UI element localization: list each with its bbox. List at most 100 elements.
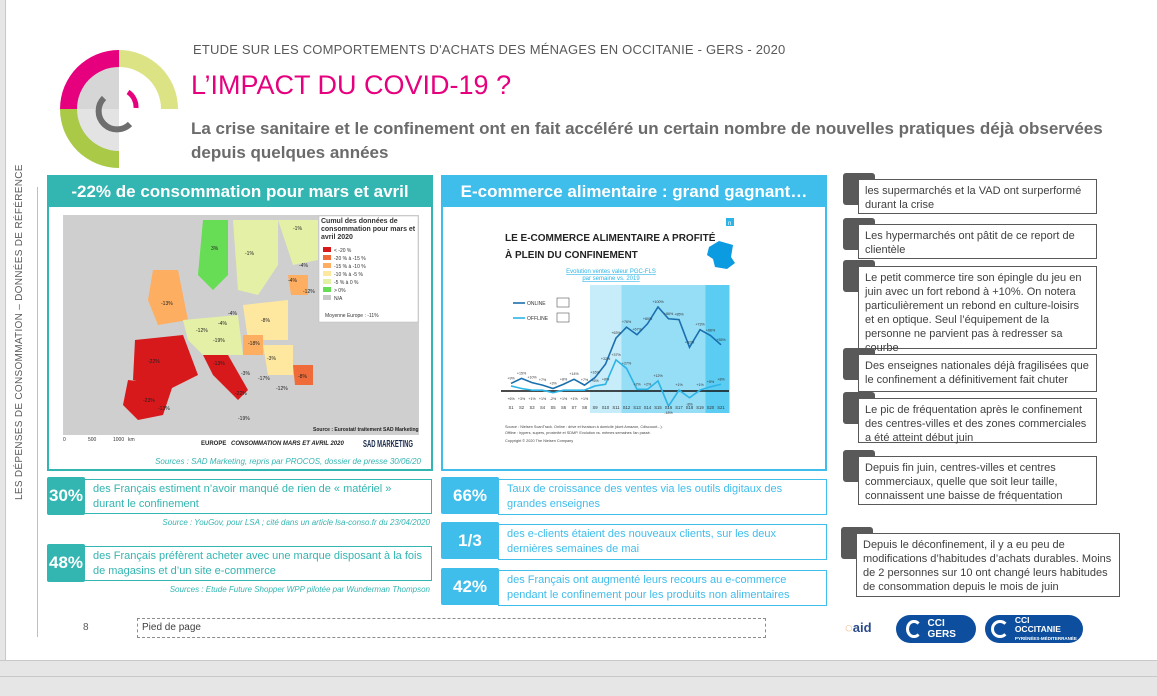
x-tick-label: S8	[582, 405, 588, 410]
map-value-label: -3%	[267, 356, 276, 362]
page-title: L’IMPACT DU COVID-19 ?	[191, 70, 512, 100]
map-value-label: -8%	[261, 318, 270, 324]
data-label: +16%	[590, 371, 600, 375]
x-tick-label: S10	[602, 405, 610, 410]
slide-edge	[0, 0, 6, 660]
cci-icon	[991, 620, 1009, 638]
note-box: Le pic de fréquentation après le confine…	[858, 398, 1097, 444]
cci-occitanie-sub: PYRÉNÉES-MÉDITERRANÉE	[1014, 635, 1077, 641]
legend-label: ONLINE	[527, 301, 546, 307]
data-label: +55%	[716, 338, 726, 342]
band-dark	[705, 285, 730, 413]
legend-label: -20 % à -15 %	[334, 256, 366, 262]
map-value-label: -19%	[213, 338, 225, 344]
legend-label: -10 % à -5 %	[334, 272, 363, 278]
data-label: +52%	[685, 340, 695, 344]
data-label: +73%	[695, 323, 705, 327]
chart-title: LE E-COMMERCE ALIMENTAIRE A PROFITÉ	[505, 231, 716, 244]
data-label: -2%	[550, 397, 557, 401]
map-value-label: -4%	[299, 263, 308, 269]
cart-icon	[556, 312, 570, 323]
chart-title-line2: À PLEIN DU CONFINEMENT	[505, 248, 638, 261]
stat-value: 1/3	[441, 522, 499, 559]
ecommerce-chart: LE E-COMMERCE ALIMENTAIRE A PROFITÉ À PLE…	[499, 215, 749, 455]
computer-cart-icon	[556, 297, 570, 308]
series-line-offline	[510, 358, 722, 408]
footer-placeholder[interactable]: Pied de page	[137, 618, 766, 638]
nielsen-logo-text: n	[728, 221, 731, 227]
chart-source-2: Offline : hypers, supers, proximité et S…	[505, 431, 651, 435]
data-label: +1%	[528, 397, 536, 401]
map-value-label: -4%	[218, 321, 227, 327]
france-map-icon	[707, 241, 735, 269]
aid-logo: ◌aid	[845, 620, 872, 635]
series-line-online	[510, 305, 722, 390]
map-scale-500: 500	[88, 437, 97, 443]
legend-label: < -20 %	[334, 248, 352, 254]
map-source: Source : Eurostat/ traitement SAD Market…	[313, 427, 419, 433]
legend-swatch	[323, 279, 331, 284]
data-label: +15%	[517, 371, 527, 375]
map-value-label: -12%	[303, 289, 315, 295]
map-value-label: -1%	[293, 226, 302, 232]
legend-label: -15 % à -10 %	[334, 264, 366, 270]
stat-value: 42%	[441, 568, 499, 605]
note-box: Le petit commerce tire son épingle du je…	[858, 266, 1097, 354]
data-label: +14%	[569, 372, 579, 376]
x-tick-label: S13	[633, 405, 641, 410]
x-tick-label: S18	[686, 405, 694, 410]
data-label: +3%	[549, 381, 557, 385]
map-value-label: 3%	[211, 246, 219, 252]
stat-text: Taux de croissance des ventes via les ou…	[498, 479, 827, 515]
x-tick-label: S3	[529, 405, 535, 410]
map-value-label: -19%	[238, 416, 250, 422]
map-value-label: -4%	[288, 278, 297, 284]
map-scale-unit: km	[128, 437, 135, 443]
map-value-label: -4%	[228, 311, 237, 317]
stat-value: 30%	[47, 477, 85, 515]
stat-text: des e-clients étaient des nouveaux clien…	[498, 524, 827, 560]
sad-logo: SAD MARKETING	[363, 439, 413, 450]
legend-swatch	[323, 295, 331, 300]
x-tick-label: S19	[696, 405, 704, 410]
page-number: 8	[83, 622, 89, 633]
stat-value: 48%	[47, 544, 85, 582]
chart-source: Source : Nielsen ScanTrack. Online : dri…	[505, 425, 663, 429]
cci-gers-text: CCI GERS	[927, 618, 956, 640]
data-label: +2%	[633, 382, 641, 386]
data-label: +1%	[560, 397, 568, 401]
logo-icon	[60, 50, 178, 168]
note-box: Depuis fin juin, centres-villes et centr…	[858, 456, 1097, 505]
data-label: +86%	[664, 312, 674, 316]
x-tick-label: S5	[550, 405, 556, 410]
divider	[0, 676, 1157, 677]
data-label: +27%	[622, 361, 632, 365]
data-label: +63%	[611, 331, 621, 335]
data-label: +1%	[675, 383, 683, 387]
chart-copyright: Copyright © 2020 The Nielsen Company	[505, 439, 573, 443]
x-tick-label: S6	[561, 405, 567, 410]
study-kicker: ETUDE SUR LES COMPORTEMENTS D'ACHATS DES…	[193, 42, 786, 57]
legend-swatch	[323, 247, 331, 252]
stat-text: des Français préfèrent acheter avec une …	[84, 546, 432, 581]
data-label: +100%	[652, 300, 664, 304]
panel-title: -22% de consommation pour mars et avril	[49, 177, 431, 207]
aid-logo-text: aid	[852, 620, 872, 635]
panel-title: E-commerce alimentaire : grand gagnant…	[443, 177, 825, 207]
map-value-label: -22%	[235, 391, 247, 397]
status-bar	[0, 660, 1157, 696]
x-tick-label: S21	[717, 405, 725, 410]
note-box: Les hypermarchés ont pâtit de ce report …	[858, 224, 1097, 259]
ecommerce-panel: E-commerce alimentaire : grand gagnant… …	[441, 175, 827, 471]
cci-occitanie-logo: CCI OCCITANIE PYRÉNÉES-MÉDITERRANÉE	[985, 615, 1083, 643]
stat-source: Source : YouGov, pour LSA ; cité dans un…	[162, 518, 430, 527]
map-values: 3%-1%-1%-4%-4%-12%-13%-4% -8%-3%-12%-19%-…	[143, 226, 315, 422]
data-label: +76%	[622, 320, 632, 324]
x-tick-label: S20	[707, 405, 715, 410]
stat-value: 66%	[441, 477, 499, 514]
legend-label: -5 % à 0 %	[334, 280, 359, 286]
data-label: +5%	[707, 380, 715, 384]
data-label: +8%	[602, 377, 610, 381]
data-label: +6%	[591, 379, 599, 383]
note-box: Depuis le déconfinement, il y a eu peu d…	[856, 533, 1120, 597]
